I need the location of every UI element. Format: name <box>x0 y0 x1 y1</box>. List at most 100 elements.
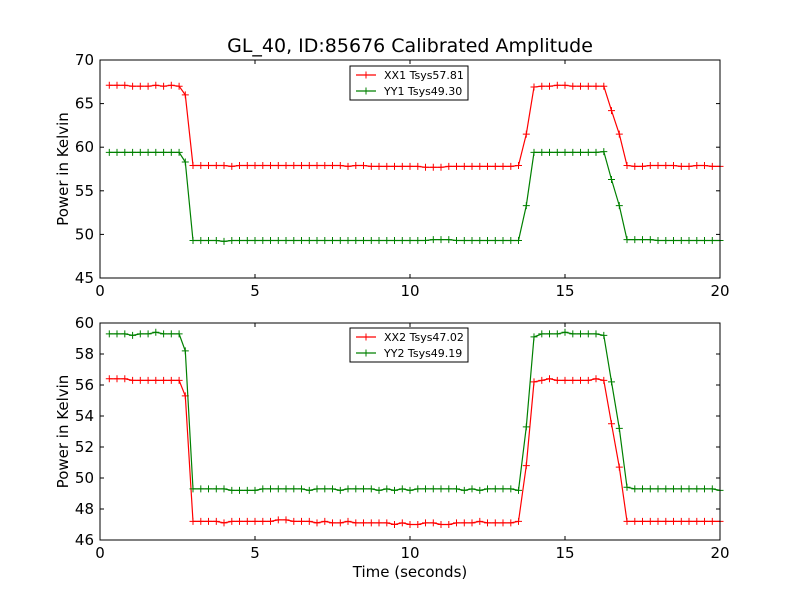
data-point <box>212 485 220 493</box>
data-point <box>267 237 274 244</box>
data-point <box>507 162 515 170</box>
data-point <box>398 162 406 170</box>
data-point <box>437 521 445 528</box>
data-point <box>553 81 561 89</box>
data-point <box>189 237 197 244</box>
data-point <box>468 519 476 527</box>
data-point <box>383 485 391 493</box>
data-point <box>631 485 639 493</box>
data-point <box>251 486 259 494</box>
data-point <box>398 519 406 527</box>
x-tick-label: 20 <box>710 544 729 562</box>
data-point <box>515 486 522 494</box>
data-point <box>205 485 212 493</box>
data-point <box>121 330 129 338</box>
data-point <box>313 519 321 527</box>
data-point <box>175 82 183 90</box>
data-point <box>305 162 313 169</box>
data-point <box>243 162 251 169</box>
data-point <box>553 148 561 156</box>
data-point <box>546 148 553 156</box>
data-point <box>367 162 375 170</box>
data-point <box>437 485 445 493</box>
data-point <box>298 485 305 493</box>
data-point <box>693 517 701 525</box>
data-point <box>212 517 220 525</box>
data-point <box>530 148 538 156</box>
data-point <box>267 485 274 493</box>
data-point <box>336 519 344 527</box>
data-point <box>522 202 530 210</box>
legend-entry: XX2 Tsys47.02 <box>384 331 464 344</box>
data-point <box>460 486 468 494</box>
data-point <box>530 333 538 341</box>
data-point <box>670 162 677 169</box>
data-point <box>631 162 639 170</box>
data-point <box>639 517 646 525</box>
data-point <box>175 148 183 156</box>
data-point <box>701 237 708 244</box>
data-point <box>577 330 584 338</box>
data-point <box>251 237 259 244</box>
data-point <box>129 376 137 384</box>
data-point <box>267 162 274 169</box>
data-point <box>701 517 708 525</box>
data-point <box>144 330 152 338</box>
data-point <box>445 162 453 170</box>
series-2-yy1 <box>105 148 724 245</box>
data-point <box>181 91 189 99</box>
data-point <box>136 330 144 338</box>
data-point <box>522 130 530 138</box>
data-point <box>631 517 639 525</box>
data-point <box>205 237 212 244</box>
data-point <box>243 486 251 494</box>
data-point <box>313 237 321 244</box>
data-point <box>113 375 121 383</box>
x-tick-label: 0 <box>95 544 105 562</box>
data-point <box>600 82 608 90</box>
data-point <box>414 162 422 170</box>
data-point <box>677 237 685 244</box>
data-point <box>220 237 228 245</box>
data-point <box>476 162 484 170</box>
data-point <box>197 485 205 493</box>
data-point <box>181 347 189 355</box>
data-point <box>313 162 321 169</box>
data-point <box>290 517 298 525</box>
data-point <box>113 81 121 89</box>
data-point <box>129 82 137 90</box>
data-point <box>608 176 615 183</box>
data-point <box>220 519 228 527</box>
chart-title: GL_40, ID:85676 Calibrated Amplitude <box>227 35 593 57</box>
data-point <box>313 485 321 493</box>
data-point <box>321 517 329 525</box>
data-point <box>367 485 375 493</box>
data-point <box>445 485 453 493</box>
data-point <box>499 237 507 244</box>
data-point <box>538 148 546 156</box>
data-point <box>228 237 236 244</box>
data-point <box>530 378 538 386</box>
data-point <box>546 330 553 338</box>
data-point <box>445 236 453 244</box>
legend: XX2 Tsys47.02 YY2 Tsys49.19 <box>349 327 469 363</box>
y-tick-label: 50 <box>75 469 94 487</box>
data-point <box>561 328 569 336</box>
data-point <box>298 237 305 244</box>
data-point <box>460 519 468 527</box>
data-point <box>569 376 577 384</box>
data-point <box>105 330 113 338</box>
data-point <box>693 237 701 244</box>
data-point <box>228 486 236 494</box>
data-point <box>685 162 693 170</box>
data-point <box>236 517 243 525</box>
data-point <box>352 519 360 527</box>
data-point <box>152 376 160 384</box>
data-point <box>243 237 251 244</box>
data-point <box>693 485 701 493</box>
data-point <box>484 519 491 527</box>
series-line <box>109 378 720 526</box>
data-point <box>708 485 716 493</box>
data-point <box>584 148 592 156</box>
data-point <box>282 237 290 244</box>
